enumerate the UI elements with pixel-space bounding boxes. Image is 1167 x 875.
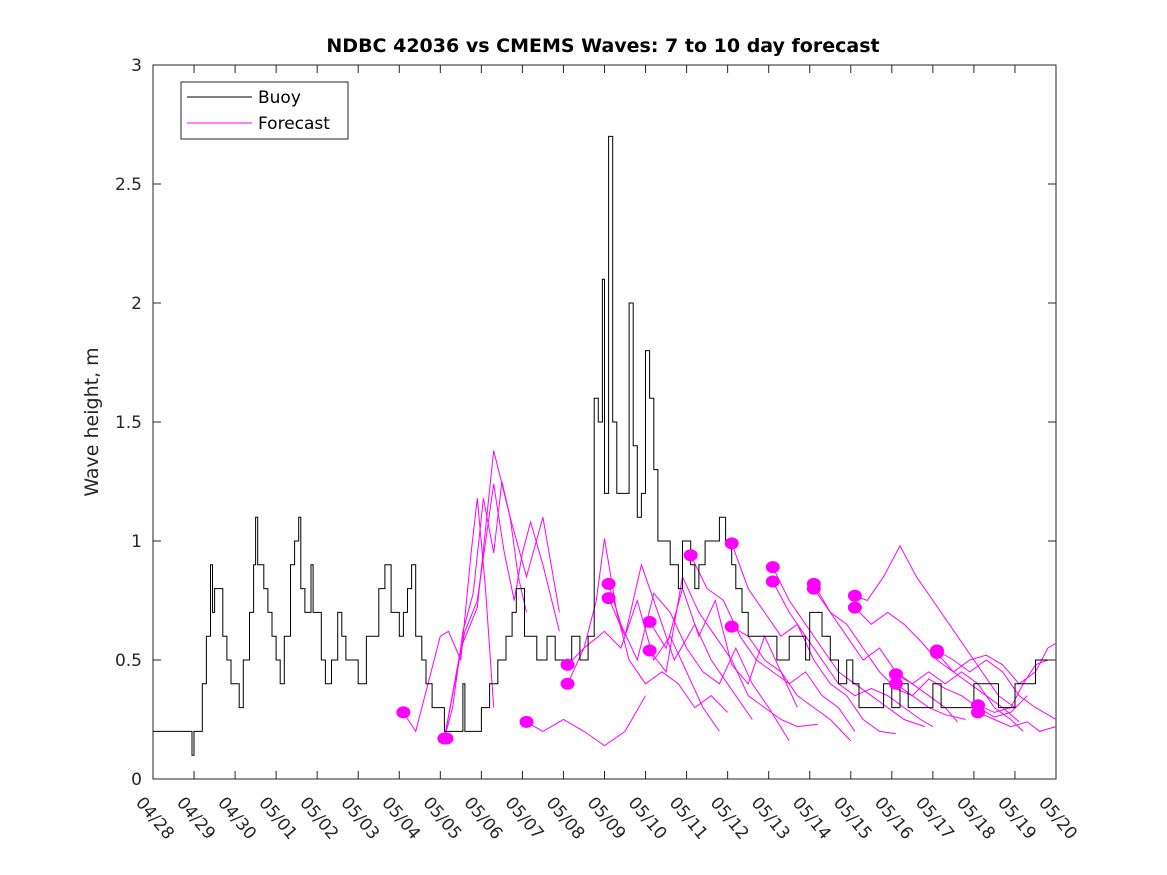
forecast-start-marker xyxy=(396,706,411,719)
forecast-start-marker xyxy=(601,577,616,590)
legend-box xyxy=(180,81,349,140)
x-tick-label: 05/15 xyxy=(829,793,876,843)
x-tick-label: 05/07 xyxy=(501,793,548,843)
y-tick-label: 2 xyxy=(131,294,142,314)
forecast-start-marker xyxy=(724,620,739,633)
forecast-line xyxy=(936,650,1056,720)
x-tick-label: 04/28 xyxy=(131,793,178,843)
x-tick-label: 05/13 xyxy=(747,793,794,843)
forecast-start-marker xyxy=(929,646,944,659)
legend-label-buoy: Buoy xyxy=(258,88,301,108)
x-tick-label: 05/06 xyxy=(460,793,507,843)
forecast-line xyxy=(813,583,958,723)
forecast-line xyxy=(443,450,560,739)
x-tick-label: 05/03 xyxy=(336,793,383,843)
legend-label-forecast: Forecast xyxy=(258,114,330,134)
y-tick-label: 3 xyxy=(131,56,142,76)
forecast-start-marker xyxy=(765,561,780,574)
forecast-line xyxy=(772,581,934,728)
x-tick-label: 05/17 xyxy=(911,793,958,843)
y-tick-label: 0.5 xyxy=(115,651,142,671)
forecast-start-marker xyxy=(888,677,903,690)
y-tick-label: 0 xyxy=(131,770,142,790)
legend: Buoy Forecast xyxy=(180,81,349,140)
x-tick-label: 05/14 xyxy=(788,793,835,843)
x-tick-label: 05/04 xyxy=(377,793,424,843)
forecast-line xyxy=(649,575,818,728)
y-axis-label: Wave height, m xyxy=(81,347,103,496)
y-tick-label: 1.5 xyxy=(115,413,142,433)
forecast-start-marker xyxy=(560,677,575,690)
x-tick-label: 05/11 xyxy=(665,793,712,843)
forecast-line xyxy=(608,583,790,742)
x-tick-label: 04/29 xyxy=(172,793,219,843)
chart-title: NDBC 42036 vs CMEMS Waves: 7 to 10 day f… xyxy=(326,35,879,57)
x-tick-label: 05/19 xyxy=(993,793,1040,843)
forecast-line xyxy=(608,562,753,720)
forecast-start-marker xyxy=(642,644,657,657)
x-tick-label: 05/10 xyxy=(624,793,671,843)
y-tick-label: 2.5 xyxy=(115,175,142,195)
forecast-start-marker xyxy=(806,582,821,595)
x-tick-label: 05/01 xyxy=(254,793,301,843)
y-axis: 0 0.5 1 1.5 2 2.5 3 xyxy=(115,56,1056,790)
forecast-line xyxy=(854,544,1016,709)
forecast-start-marker xyxy=(847,601,862,614)
forecast-start-marker xyxy=(683,549,698,562)
forecast-start-marker xyxy=(888,668,903,681)
forecast-line xyxy=(895,678,1028,718)
y-tick-label: 1 xyxy=(131,532,142,552)
forecast-start-marker xyxy=(765,575,780,588)
forecast-line xyxy=(690,555,856,732)
forecast-start-marker xyxy=(519,715,534,728)
forecast-start-marker xyxy=(560,658,575,671)
forecast-line xyxy=(936,642,1056,685)
forecast-line xyxy=(443,483,560,739)
x-tick-label: 05/16 xyxy=(870,793,917,843)
x-tick-label: 04/30 xyxy=(213,793,260,843)
forecast-line xyxy=(731,626,852,742)
forecast-line xyxy=(731,543,896,735)
x-tick-label: 05/20 xyxy=(1034,793,1081,843)
forecast-line xyxy=(895,671,1024,732)
forecast-start-marker xyxy=(439,732,454,745)
x-tick-label: 05/02 xyxy=(295,793,342,843)
x-tick-label: 05/09 xyxy=(583,793,630,843)
forecast-start-marker xyxy=(724,537,739,550)
forecast-start-marker xyxy=(601,592,616,605)
forecast-line xyxy=(813,588,966,720)
buoy-line xyxy=(153,135,1056,756)
forecast-line xyxy=(977,711,1056,732)
x-tick-label: 05/18 xyxy=(952,793,999,843)
plot-area xyxy=(152,64,1057,780)
forecast-line xyxy=(649,586,798,708)
forecast-line xyxy=(567,598,720,732)
forecast-line xyxy=(402,498,495,733)
forecast-start-marker xyxy=(642,615,657,628)
forecast-start-marker xyxy=(847,589,862,602)
x-tick-label: 05/05 xyxy=(418,793,465,843)
forecast-line xyxy=(526,695,646,747)
forecast-line xyxy=(854,607,1020,723)
x-tick-label: 05/12 xyxy=(706,793,753,843)
forecast-start-marker xyxy=(971,706,986,719)
x-tick-label: 05/08 xyxy=(542,793,589,843)
